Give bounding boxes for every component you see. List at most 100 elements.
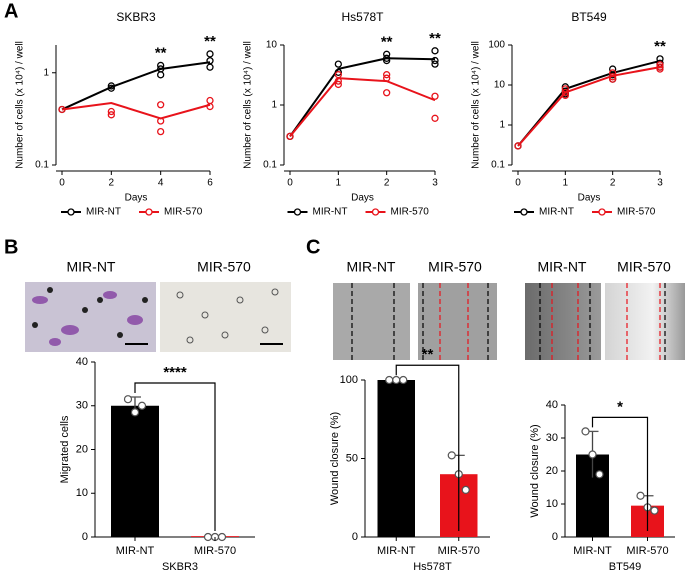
replicate-point xyxy=(588,450,597,459)
x-tick-label: 2 xyxy=(384,178,390,189)
legend-swatch xyxy=(598,208,606,216)
image-label: MIR-NT xyxy=(538,259,587,275)
y-tick-label: 40 xyxy=(76,356,88,368)
image-label: MIR-570 xyxy=(428,259,482,275)
panel-label: B xyxy=(4,236,18,258)
replicate-point xyxy=(58,105,66,114)
x-axis-label: BT549 xyxy=(609,561,641,573)
series-line xyxy=(61,61,211,111)
replicate-point xyxy=(206,96,214,105)
series-line xyxy=(289,77,436,138)
legend-label: MIR-NT xyxy=(313,207,348,218)
replicate-point xyxy=(107,107,115,116)
legend-swatch xyxy=(145,208,153,216)
replicate-point xyxy=(385,375,394,385)
replicate-point xyxy=(431,92,439,100)
replicate-point xyxy=(334,60,342,68)
replicate-point xyxy=(107,111,115,119)
replicate-point xyxy=(431,56,439,65)
y-tick-label: 10 xyxy=(266,40,278,51)
legend-swatch xyxy=(520,208,528,216)
y-axis-label: Wound closure (%) xyxy=(529,424,541,517)
y-tick-label: 10 xyxy=(76,487,88,499)
series-line xyxy=(517,59,661,147)
significance: ** xyxy=(381,33,393,50)
significance: ** xyxy=(204,33,216,50)
replicate-point xyxy=(447,451,456,460)
y-tick-label: 1 xyxy=(271,100,277,111)
replicate-point xyxy=(206,63,214,71)
y-axis-label: Wound closure (%) xyxy=(329,412,341,505)
x-tick-label: 0 xyxy=(287,178,293,189)
replicate-point xyxy=(431,114,439,122)
series-line xyxy=(61,101,211,120)
replicate-point xyxy=(206,50,214,58)
x-tick-label: 2 xyxy=(610,178,616,189)
replicate-point xyxy=(130,408,140,417)
y-tick-label: 1 xyxy=(43,67,49,78)
x-tick-label: 3 xyxy=(657,178,663,189)
replicate-point xyxy=(203,532,213,542)
x-tick-label: MIR-570 xyxy=(194,545,236,557)
significance: ** xyxy=(654,38,666,55)
replicate-point xyxy=(650,506,659,515)
micrograph xyxy=(160,282,291,352)
y-tick-label: 10 xyxy=(546,498,558,510)
wound-image xyxy=(333,283,685,360)
x-tick-label: 0 xyxy=(59,178,65,189)
legend-swatch xyxy=(371,208,380,216)
x-tick-label: MIR-570 xyxy=(626,545,668,557)
x-tick-label: 1 xyxy=(563,178,569,189)
replicate-point xyxy=(399,375,408,385)
replicate-point xyxy=(206,102,214,111)
y-tick-label: 40 xyxy=(546,399,558,411)
y-tick-label: 0 xyxy=(552,531,558,543)
image-label: MIR-NT xyxy=(67,259,116,275)
legend-label: MIR-NT xyxy=(86,207,121,218)
replicate-point xyxy=(217,532,227,542)
bar xyxy=(111,405,159,537)
image-label: MIR-570 xyxy=(617,259,671,275)
x-tick-label: MIR-NT xyxy=(116,545,155,557)
micrograph xyxy=(25,282,156,352)
replicate-point xyxy=(609,75,617,83)
y-tick-label: 20 xyxy=(546,465,558,477)
y-tick-label: 0 xyxy=(352,531,358,543)
y-tick-label: 50 xyxy=(346,452,358,464)
replicate-point xyxy=(561,88,569,97)
bar xyxy=(377,380,415,537)
y-tick-label: 30 xyxy=(76,400,88,412)
chart-title: BT549 xyxy=(571,10,607,24)
replicate-point xyxy=(107,84,115,92)
significance: **** xyxy=(163,364,187,381)
y-tick-label: 1 xyxy=(499,120,505,131)
legend-label: MIR-570 xyxy=(164,207,203,218)
x-axis-label: Days xyxy=(351,193,374,204)
x-tick-label: 6 xyxy=(207,178,213,189)
replicate-point xyxy=(431,47,439,55)
y-axis-label: Number of cells (x 10⁴) / well xyxy=(15,41,26,169)
chart-title: Hs578T xyxy=(341,10,384,24)
replicate-point xyxy=(431,60,439,68)
replicate-point xyxy=(157,127,165,136)
replicate-point xyxy=(581,427,590,436)
x-tick-label: 2 xyxy=(109,178,115,189)
replicate-point xyxy=(157,101,165,109)
significance-bracket xyxy=(395,364,460,531)
replicate-point xyxy=(383,74,391,82)
series-line xyxy=(289,57,436,137)
replicate-point xyxy=(514,142,522,150)
y-axis-label: Number of cells (x 10⁴) / well xyxy=(471,41,482,169)
replicate-point xyxy=(334,77,342,85)
replicate-point xyxy=(383,56,391,65)
replicate-point xyxy=(107,82,115,90)
x-tick-label: MIR-NT xyxy=(377,545,416,557)
replicate-point xyxy=(595,470,604,479)
significance: * xyxy=(617,398,623,415)
replicate-point xyxy=(636,491,645,500)
significance-bracket xyxy=(134,382,216,531)
x-axis-label: Days xyxy=(125,193,148,204)
significance-bracket xyxy=(591,416,649,531)
legend-label: MIR-570 xyxy=(391,207,430,218)
y-tick-label: 30 xyxy=(546,432,558,444)
